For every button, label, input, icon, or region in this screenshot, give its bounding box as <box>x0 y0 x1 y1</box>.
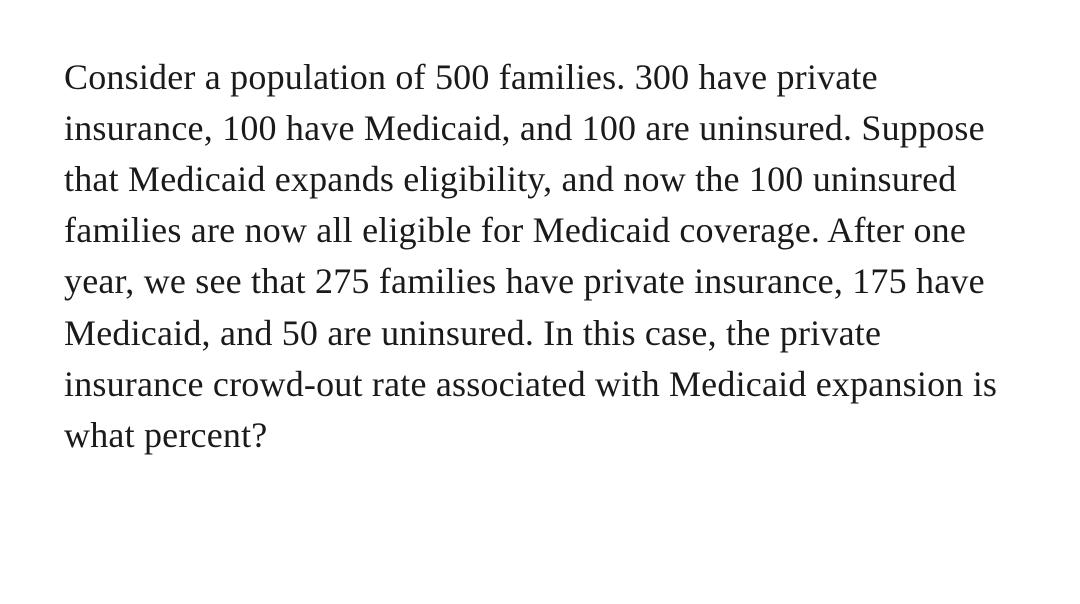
question-container: Consider a population of 500 families. 3… <box>0 0 1080 513</box>
question-text: Consider a population of 500 families. 3… <box>64 52 1012 461</box>
